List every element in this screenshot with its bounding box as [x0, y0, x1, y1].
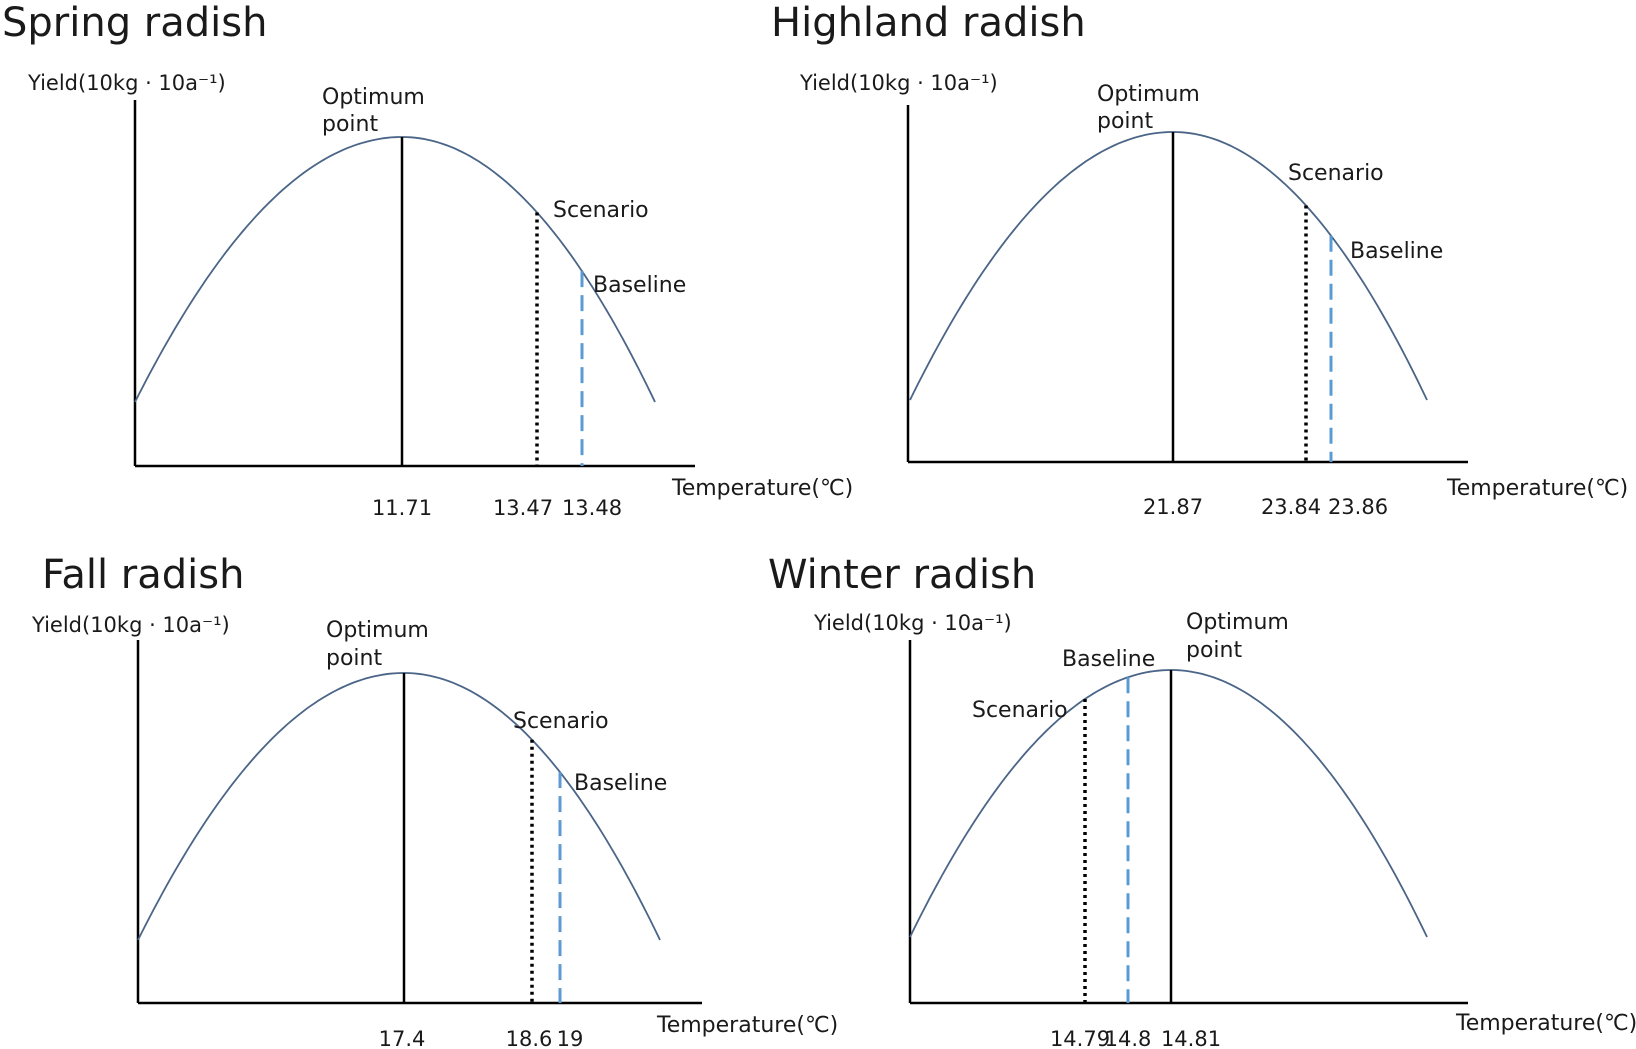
- yield-curve: [134, 136, 656, 403]
- scenario-tick-label: 13.47: [493, 496, 553, 520]
- scenario-label: Scenario: [513, 709, 609, 734]
- scenario-label: Scenario: [1288, 161, 1384, 186]
- optimum-label-line1: Optimum: [1097, 82, 1200, 107]
- x-axis-label: Temperature(℃): [656, 1013, 838, 1038]
- baseline-tick-label: 23.86: [1328, 495, 1388, 519]
- optimum-label-line2: point: [1097, 109, 1153, 134]
- chart-panel-4: Winter radish Yield(10kg · 10a⁻¹) Temperat…: [768, 552, 1636, 1049]
- chart-panel-2: Highland radish Yield(10kg · 10a⁻¹) Temper…: [771, 0, 1628, 519]
- baseline-label: Baseline: [593, 273, 686, 298]
- y-axis-label: Yield(10kg · 10a⁻¹): [813, 611, 1012, 635]
- optimum-tick-label: 21.87: [1143, 495, 1203, 519]
- chart-title: Fall radish: [42, 552, 244, 598]
- y-axis-label: Yield(10kg · 10a⁻¹): [27, 71, 226, 95]
- chart-title: Spring radish: [2, 0, 267, 46]
- yield-curve: [909, 131, 1428, 401]
- optimum-label-line1: Optimum: [326, 618, 429, 643]
- optimum-label-line1: Optimum: [322, 85, 425, 110]
- x-axis-label: Temperature(℃): [1455, 1011, 1636, 1036]
- scenario-tick-label: 23.84: [1261, 495, 1321, 519]
- baseline-tick-label: 13.48: [562, 496, 622, 520]
- optimum-label-line2: point: [326, 646, 382, 671]
- optimum-label-line1: Optimum: [1186, 610, 1289, 635]
- y-axis-label: Yield(10kg · 10a⁻¹): [31, 613, 230, 637]
- baseline-tick-label: 14.8: [1105, 1027, 1152, 1049]
- scenario-label: Scenario: [553, 198, 649, 223]
- optimum-label-line2: point: [1186, 638, 1242, 663]
- y-axis-label: Yield(10kg · 10a⁻¹): [799, 71, 998, 95]
- scenario-label: Scenario: [972, 698, 1068, 723]
- optimum-tick-label: 17.4: [379, 1027, 426, 1049]
- chart-panel-3: Fall radish Yield(10kg · 10a⁻¹) Temperatur…: [31, 552, 838, 1049]
- baseline-label: Baseline: [574, 771, 667, 796]
- yield-curve: [137, 672, 661, 941]
- chart-panel-1: Spring radish Yield(10kg · 10a⁻¹) Temperat…: [2, 0, 853, 520]
- baseline-label: Baseline: [1350, 239, 1443, 264]
- x-axis-label: Temperature(℃): [1446, 476, 1628, 501]
- chart-title: Highland radish: [771, 0, 1086, 46]
- optimum-label-line2: point: [322, 112, 378, 137]
- scenario-tick-label: 18.6: [506, 1027, 553, 1049]
- scenario-tick-label: 14.79: [1050, 1027, 1110, 1049]
- optimum-tick-label: 14.81: [1161, 1027, 1221, 1049]
- baseline-label: Baseline: [1062, 647, 1155, 672]
- chart-title: Winter radish: [768, 552, 1036, 598]
- x-axis-label: Temperature(℃): [671, 476, 853, 501]
- optimum-tick-label: 11.71: [372, 496, 432, 520]
- baseline-tick-label: 19: [557, 1027, 584, 1049]
